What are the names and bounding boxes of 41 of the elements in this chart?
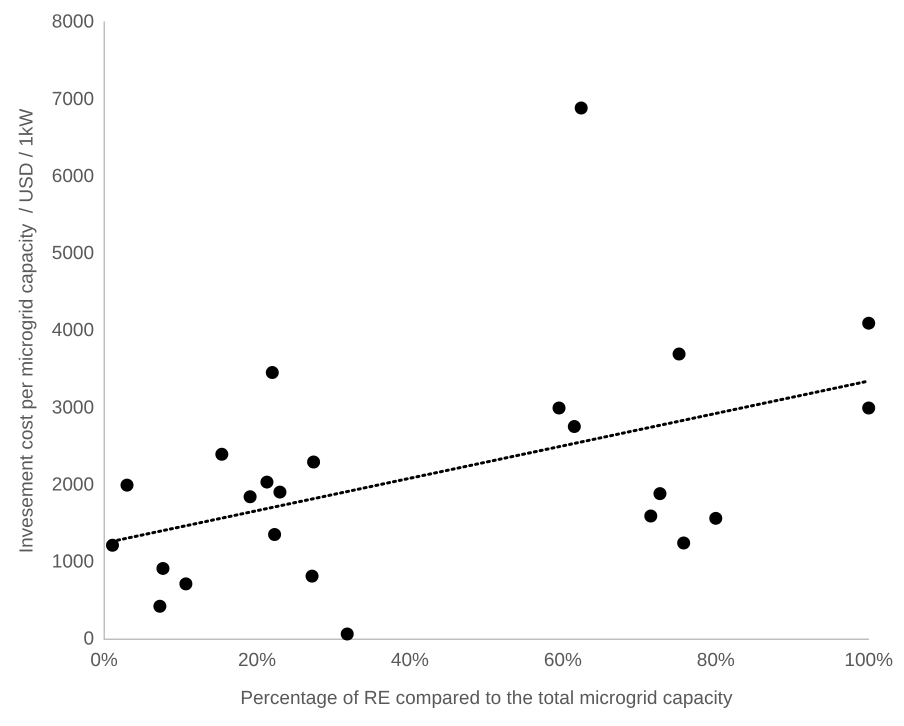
point bbox=[273, 486, 286, 499]
x-tick-label: 20% bbox=[238, 650, 276, 672]
x-tick-label: 0% bbox=[90, 650, 118, 672]
point bbox=[653, 487, 666, 500]
point bbox=[552, 402, 566, 415]
point bbox=[862, 402, 876, 415]
point bbox=[306, 570, 319, 583]
point bbox=[244, 490, 257, 504]
point bbox=[153, 600, 166, 613]
point bbox=[644, 510, 658, 522]
point bbox=[179, 577, 192, 590]
point bbox=[340, 628, 354, 640]
point bbox=[568, 420, 581, 434]
point bbox=[215, 448, 228, 461]
y-tick-label: 2000 bbox=[52, 474, 94, 496]
point bbox=[120, 478, 134, 492]
point bbox=[106, 538, 119, 552]
y-tick-label: 7000 bbox=[52, 88, 94, 110]
x-axis-title: Percentage of RE compared to the total microgrid capacity bbox=[240, 688, 733, 709]
point bbox=[677, 536, 690, 550]
x-tick-label: 60% bbox=[544, 650, 582, 672]
point bbox=[268, 528, 282, 542]
y-tick-label: 6000 bbox=[52, 166, 94, 187]
y-tick-label: 8000 bbox=[52, 12, 94, 33]
y-tick-label: 5000 bbox=[52, 243, 94, 264]
point bbox=[574, 102, 588, 115]
point bbox=[307, 456, 320, 469]
y-tick-label: 4000 bbox=[52, 320, 94, 342]
y-tick-label: 3000 bbox=[52, 397, 94, 418]
x-tick-label: 80% bbox=[696, 650, 735, 672]
y-axis-title: Invesement cost per microgrid capacity / USD / 1kW bbox=[16, 108, 38, 554]
x-tick-label: 40% bbox=[390, 650, 430, 672]
x-tick-label: 100% bbox=[844, 650, 894, 672]
point bbox=[156, 562, 170, 575]
point bbox=[266, 366, 279, 380]
y-tick-label: 0 bbox=[83, 628, 94, 650]
point bbox=[672, 348, 686, 361]
y-tick-label: 1000 bbox=[52, 552, 94, 573]
point bbox=[709, 512, 722, 525]
point bbox=[260, 476, 274, 489]
point bbox=[862, 316, 876, 330]
